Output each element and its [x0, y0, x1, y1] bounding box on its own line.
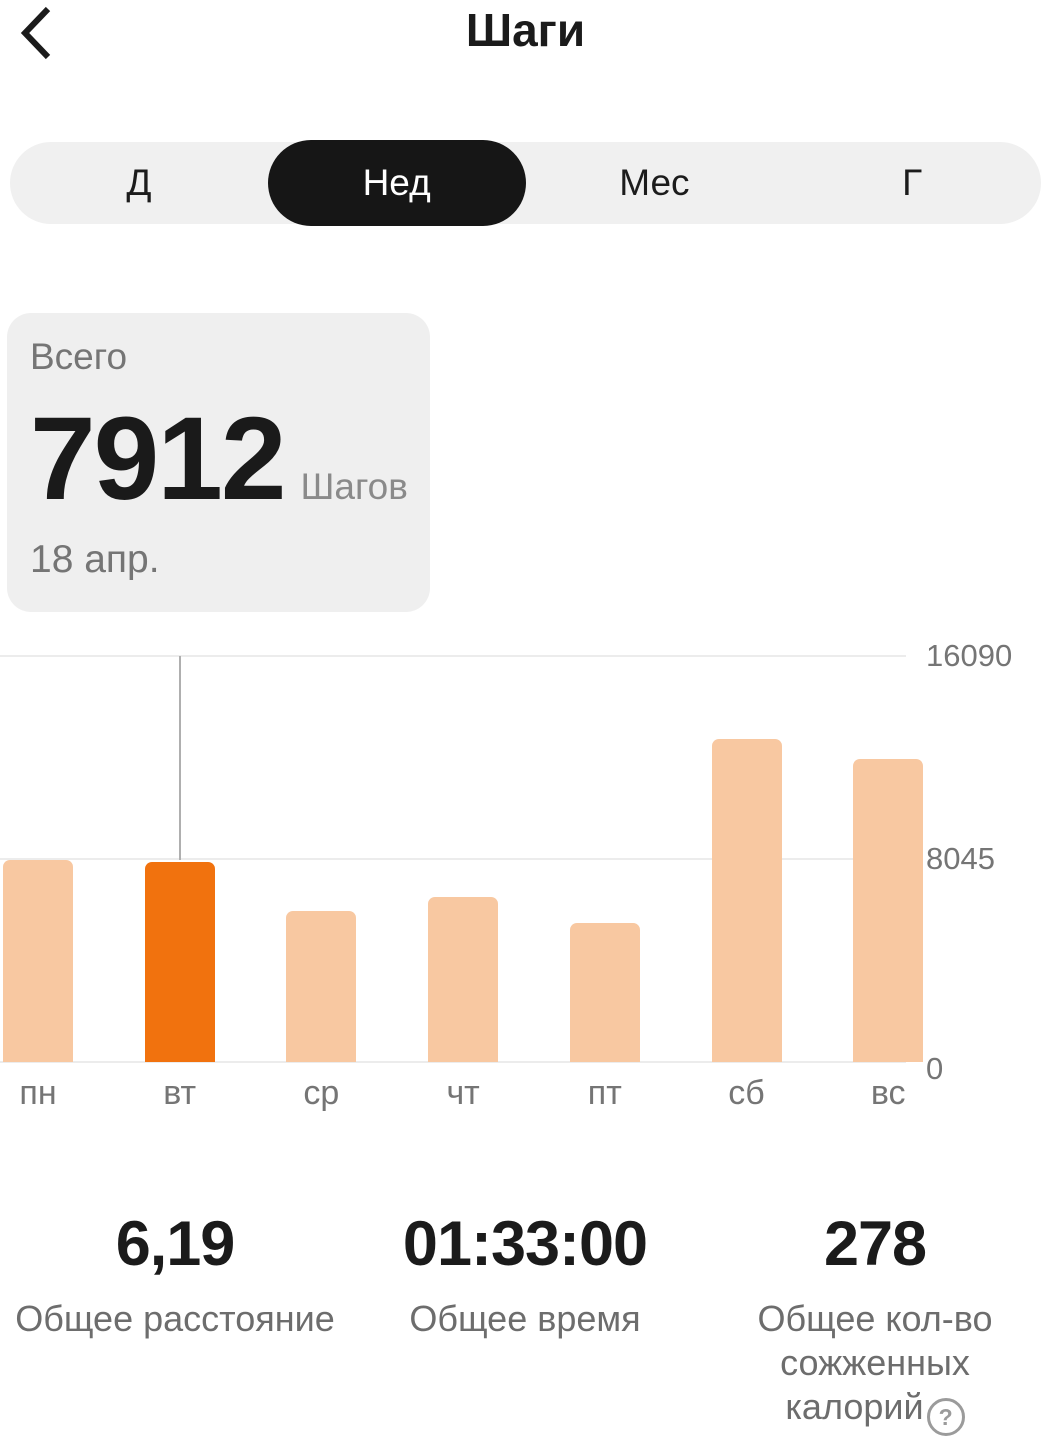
x-axis-label-вт: вт [163, 1074, 197, 1112]
y-axis-tick-label: 8045 [926, 841, 995, 876]
chart-bar-вт[interactable] [144, 862, 215, 1062]
tab-month[interactable]: Мес [526, 142, 784, 224]
tab-year[interactable]: Г [783, 142, 1041, 224]
chart-bar-пн[interactable] [3, 860, 73, 1062]
summary-steps-value: 7912 [30, 393, 287, 525]
page-title: Шаги [465, 4, 586, 56]
y-axis-tick-label: 16090 [926, 638, 1013, 673]
x-axis-label-ср: ср [303, 1074, 340, 1112]
totals-row: 6,19 Общее расстояние 01:33:00 Общее вре… [0, 1196, 1051, 1437]
y-axis-tick-label: 0 [926, 1051, 944, 1086]
steps-chart: 16090 8045 0 пн вт ср чт пт сб вс [0, 638, 1051, 1126]
gridline [0, 858, 906, 860]
x-axis-label-сб: сб [728, 1074, 765, 1112]
stat-total-distance-label: Общее расстояние [15, 1298, 335, 1340]
stat-total-time-label: Общее время [409, 1298, 641, 1340]
tab-week[interactable]: Нед [267, 140, 526, 226]
selected-day-indicator-line [178, 656, 181, 860]
summary-card [7, 313, 430, 612]
chart-bar-ср[interactable] [286, 911, 357, 1062]
gridline [0, 1061, 906, 1063]
chevron-left-icon [20, 6, 52, 63]
chart-bar-сб[interactable] [711, 739, 782, 1062]
summary-value-row: 7912 Шагов [30, 400, 408, 518]
back-button[interactable] [8, 0, 64, 66]
stat-total-calories: 278 Общее кол-во сожженных калорий? [700, 1196, 1050, 1437]
chart-bar-вс[interactable] [853, 759, 924, 1062]
stat-total-calories-label: Общее кол-во сожженных калорий? [729, 1297, 1021, 1437]
x-axis-label-пн: пн [19, 1074, 57, 1112]
chart-bar-пт[interactable] [569, 923, 640, 1062]
stat-total-distance-value: 6,19 [115, 1209, 236, 1279]
stat-total-time-value: 01:33:00 [402, 1209, 648, 1279]
chart-bar-чт[interactable] [428, 897, 499, 1062]
x-axis-label-чт: чт [446, 1074, 480, 1112]
question-circle-icon[interactable]: ? [926, 1398, 965, 1437]
stat-total-calories-value: 278 [823, 1209, 927, 1279]
stat-total-distance: 6,19 Общее расстояние [0, 1196, 350, 1436]
steps-chart-plot: 16090 8045 0 пн вт ср чт пт сб вс [0, 638, 1051, 1112]
summary-steps-unit: Шагов [300, 466, 408, 507]
x-axis-label-вс: вс [870, 1074, 906, 1112]
summary-total-label: Всего [30, 336, 128, 377]
gridline [0, 655, 906, 657]
x-axis-label-пт: пт [587, 1074, 622, 1112]
summary-date: 18 апр. [30, 538, 160, 581]
stat-total-time: 01:33:00 Общее время [350, 1196, 700, 1436]
tab-day[interactable]: Д [10, 142, 268, 224]
period-tabs: Д Нед Мес Г [10, 140, 1041, 226]
